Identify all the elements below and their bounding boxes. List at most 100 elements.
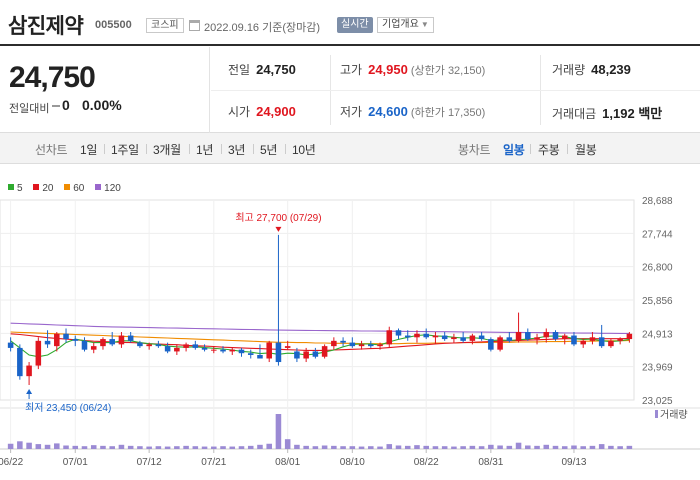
candle-body [192,344,199,348]
candle-body [608,340,614,347]
divider [211,90,700,91]
chart-canvas: 28,688 27,744 26,800 25,856 24,913 23,969 23,0… [0,196,700,468]
legend-swatch [95,184,102,190]
volume-bar [414,445,420,449]
candle-body [229,349,236,352]
tab-weekly[interactable]: 주봉 [538,143,560,157]
tab-divider [253,144,254,154]
candle-body [478,335,485,340]
volume-bar [284,439,291,449]
tab-3m[interactable]: 3개월 [153,143,181,157]
volume-bar [127,445,134,449]
legend-ma120: 120 [95,183,121,194]
volume-bar [488,444,494,449]
candle-body [321,346,328,357]
candle-body [26,365,32,377]
volume-bar [174,446,180,449]
current-price: 24,750 [9,61,96,94]
candle-body [404,335,411,338]
volume-bar [580,446,586,449]
tab-divider [530,144,531,154]
y-tick-label: 23,025 [642,396,673,407]
volume-legend-swatch [655,410,658,418]
low-price-value: 24,600 [368,104,408,119]
candle-body [552,332,559,340]
volume-bar [423,445,429,449]
legend-ma60-label: 60 [73,183,85,194]
y-tick-label: 26,800 [642,263,673,274]
candle-body [44,340,51,345]
candle-body [506,337,513,341]
tab-1w[interactable]: 1주일 [111,143,139,157]
low-annotation: 최저 23,450 (06/24) [25,402,111,414]
candle-body [63,333,69,340]
tab-10y[interactable]: 10년 [292,143,316,157]
volume-bar [7,443,14,449]
ma60-line [10,331,630,345]
candle-body [164,346,171,352]
candle-body [331,340,337,347]
candle-body [598,337,605,347]
tab-1y[interactable]: 1년 [196,143,214,157]
candle-body [386,330,393,345]
stock-name: 삼진제약 [8,14,84,38]
tab-5y[interactable]: 5년 [260,143,278,157]
candle-body [543,332,550,338]
candle-body [155,344,162,347]
volume-bar [137,446,143,449]
volume-bar [460,446,466,449]
tab-monthly[interactable]: 월봉 [575,143,597,157]
candle-body [303,351,309,359]
ma-legend: 5 20 60 120 [8,183,129,194]
tab-1d[interactable]: 1일 [80,143,98,157]
x-tick-label: 08/01 [275,457,300,468]
y-tick-label: 28,688 [642,196,673,207]
price-summary: 24,750 전일대비 0 0.00% 전일 24,750 고가 24,950 (상한… [0,47,700,133]
volume-bar [571,445,577,449]
candle-body [90,346,97,350]
tab-3y[interactable]: 3년 [228,143,246,157]
candle-body [211,349,217,351]
volume-bar [552,445,559,449]
y-tick-label: 27,744 [642,229,673,240]
chevron-down-icon: ▼ [420,20,429,29]
volume-bar [72,445,79,449]
volume-bar [109,446,115,449]
candle-body [525,332,531,340]
legend-ma20: 20 [33,183,53,194]
base-date: 2022.09.16 기준(장마감) [204,22,321,34]
high-annotation: 최고 27,700 (07/29) [235,212,321,224]
volume-bar [266,443,272,449]
candle-body [368,344,374,347]
candle-body [515,332,522,341]
market-badge: 코스피 [146,18,184,33]
tab-divider [104,144,105,154]
tab-daily[interactable]: 일봉 [503,143,525,157]
volume-bar [146,446,152,449]
volume-bar [395,445,402,449]
low-price: 저가 24,600 (하한가 17,350) [340,103,485,120]
y-tick-label: 23,969 [642,363,673,374]
open-price-label: 시가 [228,105,251,119]
legend-ma5-label: 5 [17,183,23,194]
candle-body [35,340,42,366]
prev-close-label: 전일 [228,63,251,77]
high-arrow-icon [275,226,282,232]
candle-body [497,337,503,350]
tab-divider [189,144,190,154]
candle-body [469,335,476,341]
volume-bar [164,446,171,449]
volume-bar [626,445,633,449]
low-price-label: 저가 [340,105,363,119]
volume-bar [432,446,439,449]
candle-body [340,340,346,343]
x-tick-label: 08/10 [340,457,365,468]
volume-bar [561,446,568,449]
volume-bar [617,446,623,449]
volume-bar [451,446,457,449]
company-info-dropdown[interactable]: 기업개요 ▼ [377,17,434,33]
volume-bar [441,446,448,449]
tab-divider [567,144,568,154]
realtime-button[interactable]: 실시간 [337,17,373,33]
volume-bar [534,445,540,449]
